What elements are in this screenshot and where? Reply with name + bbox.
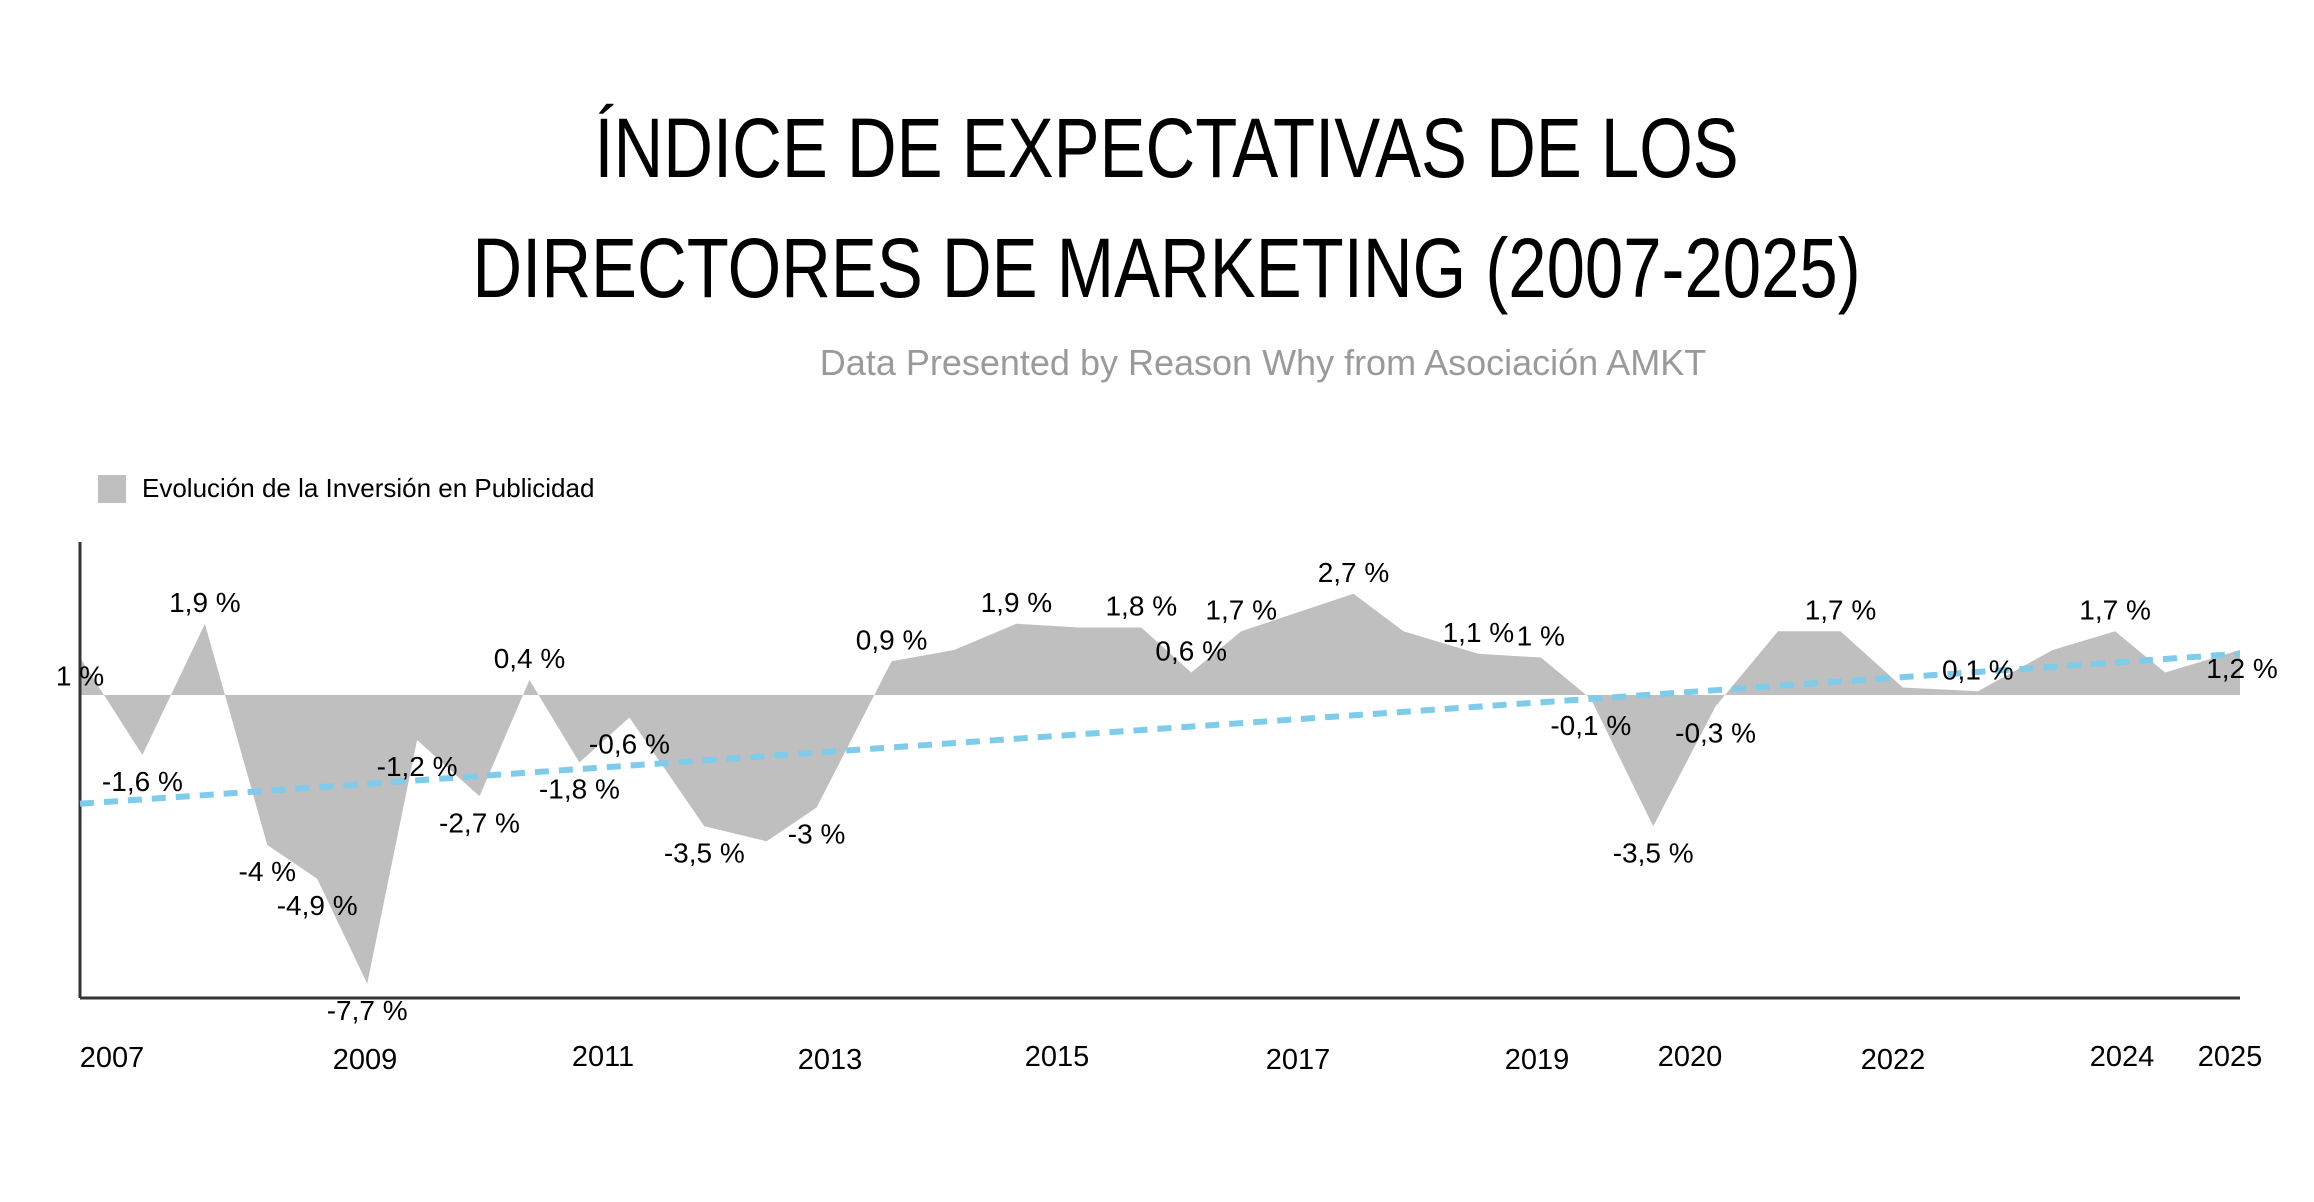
legend: Evolución de la Inversión en Publicidad: [98, 473, 594, 503]
data-label: 1,8 %: [1105, 591, 1177, 622]
data-label: 1 %: [56, 661, 104, 692]
legend-label: Evolución de la Inversión en Publicidad: [142, 473, 594, 503]
x-tick-label: 2024: [2090, 1041, 2155, 1073]
data-label: -0,3 %: [1675, 717, 1756, 748]
data-label: 2,7 %: [1318, 557, 1390, 588]
x-tick-label: 2017: [1266, 1044, 1331, 1076]
x-tick-label: 2007: [80, 1042, 145, 1074]
data-label: 0,4 %: [494, 643, 566, 674]
x-tick-label: 2019: [1505, 1044, 1570, 1076]
trendline-group: [79, 650, 2241, 807]
data-label: -7,7 %: [327, 995, 408, 1026]
data-label: 1,9 %: [981, 587, 1053, 618]
plot-area: [80, 593, 2240, 984]
data-label: 0,1 %: [1942, 654, 2014, 685]
x-tick-label: 2011: [572, 1041, 634, 1073]
x-tick-label: 2015: [1025, 1041, 1090, 1073]
data-label: -4,9 %: [277, 890, 358, 921]
data-label: 0,6 %: [1155, 636, 1227, 667]
chart-title-line1: ÍNDICE DE EXPECTATIVAS DE LOS: [594, 101, 1739, 195]
data-label: 1 %: [1517, 621, 1565, 652]
chart-title: ÍNDICE DE EXPECTATIVAS DE LOS DIRECTORES…: [218, 88, 2115, 328]
data-label: 1,7 %: [1805, 594, 1877, 625]
data-label: -3,5 %: [1613, 837, 1694, 868]
data-label: -0,6 %: [589, 729, 670, 760]
x-tick-label: 2020: [1658, 1041, 1723, 1073]
data-labels: 1 % -1,6 % 1,9 % -4 %-4,9 % -7,7 % -1,2 % -2,7…: [56, 557, 2278, 1026]
x-tick-label: 2013: [798, 1044, 863, 1076]
trendline: [79, 650, 2241, 807]
data-label: -1,6 %: [102, 766, 183, 797]
data-label: -4 %: [239, 856, 297, 887]
data-label: -1,2 %: [377, 751, 458, 782]
data-label: 1,7 %: [1205, 594, 1277, 625]
axes: [78, 542, 2240, 1000]
x-tick-label: 2025: [2198, 1041, 2263, 1073]
x-tick-label: 2022: [1861, 1044, 1926, 1076]
data-label: 1,2 %: [2206, 653, 2278, 684]
data-label: 1,1 %: [1443, 617, 1515, 648]
data-label: 1,7 %: [2079, 594, 2151, 625]
data-label: -3,5 %: [664, 837, 745, 868]
data-label: 0,9 %: [856, 624, 928, 655]
data-label: -2,7 %: [439, 807, 520, 838]
chart-subtitle: Data Presented by Reason Why from Asocia…: [819, 342, 1707, 383]
chart-title-line2: DIRECTORES DE MARKETING (2007-2025): [472, 221, 1861, 315]
data-label: 1,9 %: [169, 587, 241, 618]
data-label: -0,1 %: [1550, 710, 1631, 741]
data-label: -1,8 %: [539, 774, 620, 805]
x-axis-ticks: 2007 2009 2011 2013 2015 2017 2019 2020 2022 2024…: [80, 1041, 2263, 1076]
data-label: -3 %: [788, 819, 846, 850]
legend-swatch: [98, 475, 126, 503]
x-tick-label: 2009: [333, 1044, 398, 1076]
area-series-inversion: [80, 593, 2240, 984]
